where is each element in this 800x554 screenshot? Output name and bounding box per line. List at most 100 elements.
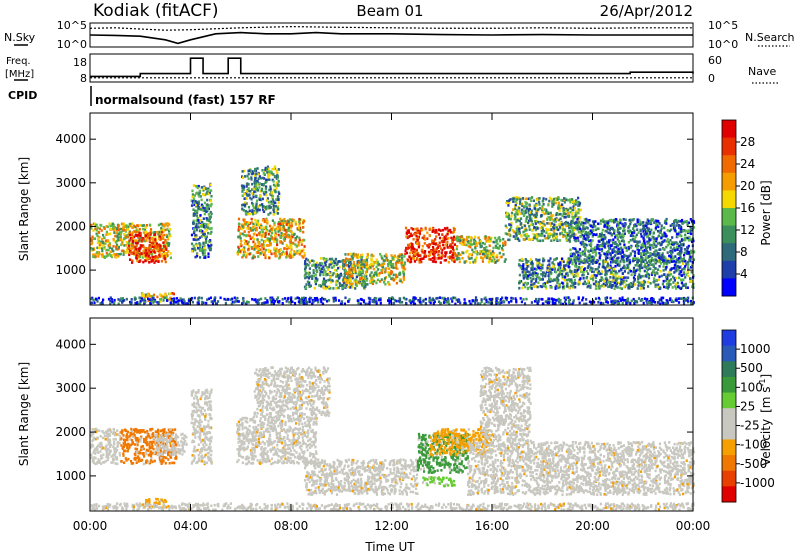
range-cell — [264, 256, 267, 260]
range-cell — [567, 264, 570, 267]
range-cell — [602, 263, 605, 266]
range-cell — [573, 270, 576, 273]
range-cell — [330, 257, 333, 261]
range-cell — [195, 254, 199, 258]
range-cell — [329, 257, 332, 261]
range-cell — [203, 249, 206, 252]
range-cell — [242, 188, 245, 191]
range-cell — [108, 243, 111, 247]
range-cell — [489, 237, 492, 241]
range-cell — [414, 251, 417, 254]
range-cell — [556, 277, 559, 280]
range-cell — [686, 270, 689, 274]
range-cell — [255, 202, 258, 205]
range-cell — [634, 223, 637, 226]
range-cell — [588, 257, 591, 260]
range-cell — [270, 252, 273, 256]
range-cell — [389, 262, 392, 265]
range-cell — [134, 234, 137, 237]
range-cell — [660, 224, 663, 227]
range-cell — [571, 254, 574, 258]
range-cell — [250, 176, 253, 179]
range-cell — [494, 261, 497, 264]
range-cell — [644, 256, 647, 259]
range-cell — [504, 243, 507, 247]
range-cell — [469, 243, 472, 246]
range-cell — [193, 228, 196, 231]
range-cell — [255, 199, 259, 203]
range-cell — [254, 184, 257, 187]
range-cell — [257, 177, 260, 180]
range-cell — [519, 200, 522, 204]
range-cell — [646, 234, 650, 237]
range-cell — [609, 232, 612, 235]
frequency-series-line — [90, 57, 694, 78]
range-cell — [246, 194, 249, 197]
range-cell — [562, 228, 565, 232]
range-cell — [547, 274, 550, 277]
range-cell — [554, 258, 557, 261]
range-cell — [249, 229, 252, 232]
range-cell — [145, 234, 148, 237]
range-cell — [635, 269, 638, 272]
range-cell — [654, 267, 657, 270]
range-cell — [543, 212, 546, 216]
range-cell — [528, 217, 532, 220]
range-cell — [543, 259, 546, 262]
range-cell — [549, 224, 553, 228]
range-cell — [573, 206, 576, 210]
range-cell — [416, 231, 419, 234]
cpid-program: normalsound (fast) 157 RF — [95, 93, 276, 107]
range-cell — [603, 260, 606, 263]
range-cell — [115, 256, 118, 259]
range-cell — [342, 259, 345, 262]
range-cell — [596, 247, 599, 250]
range-cell — [385, 253, 388, 256]
range-cell — [654, 245, 657, 249]
range-cell — [606, 260, 609, 264]
range-cell — [604, 229, 607, 233]
range-cell — [347, 277, 350, 281]
range-cell — [434, 231, 437, 234]
range-cell — [190, 249, 194, 253]
range-cell — [528, 213, 531, 216]
range-cell — [664, 256, 667, 259]
range-cell — [372, 267, 375, 271]
range-cell — [532, 285, 536, 288]
range-cell — [361, 284, 364, 288]
range-cell — [348, 261, 351, 264]
range-cell — [649, 246, 652, 250]
range-cell — [245, 254, 248, 257]
range-cell — [662, 262, 666, 266]
range-cell — [334, 257, 337, 261]
range-cell — [248, 169, 251, 172]
range-cell — [363, 280, 366, 284]
range-cell — [394, 261, 398, 265]
range-cell — [344, 253, 347, 256]
range-cell — [299, 226, 302, 230]
range-cell — [448, 246, 451, 250]
range-cell — [353, 280, 356, 283]
range-cell — [469, 245, 472, 249]
range-cell — [125, 234, 128, 237]
noise-right-label: N.Search — [745, 31, 795, 44]
range-cell — [251, 188, 254, 191]
range-cell — [669, 246, 672, 249]
range-cell — [431, 251, 434, 254]
range-cell — [592, 270, 596, 274]
range-cell — [245, 240, 248, 243]
range-cell — [606, 279, 609, 283]
range-cell — [105, 251, 108, 255]
range-cell — [433, 255, 436, 259]
range-cell — [568, 226, 571, 230]
range-cell — [245, 223, 248, 226]
range-cell — [285, 256, 288, 259]
range-cell — [239, 232, 242, 235]
range-cell — [613, 245, 616, 249]
range-cell — [578, 267, 581, 271]
range-cell — [648, 243, 652, 247]
range-cell — [276, 174, 279, 178]
range-cell — [318, 268, 321, 271]
range-cell — [124, 244, 128, 247]
range-cell — [654, 285, 657, 289]
